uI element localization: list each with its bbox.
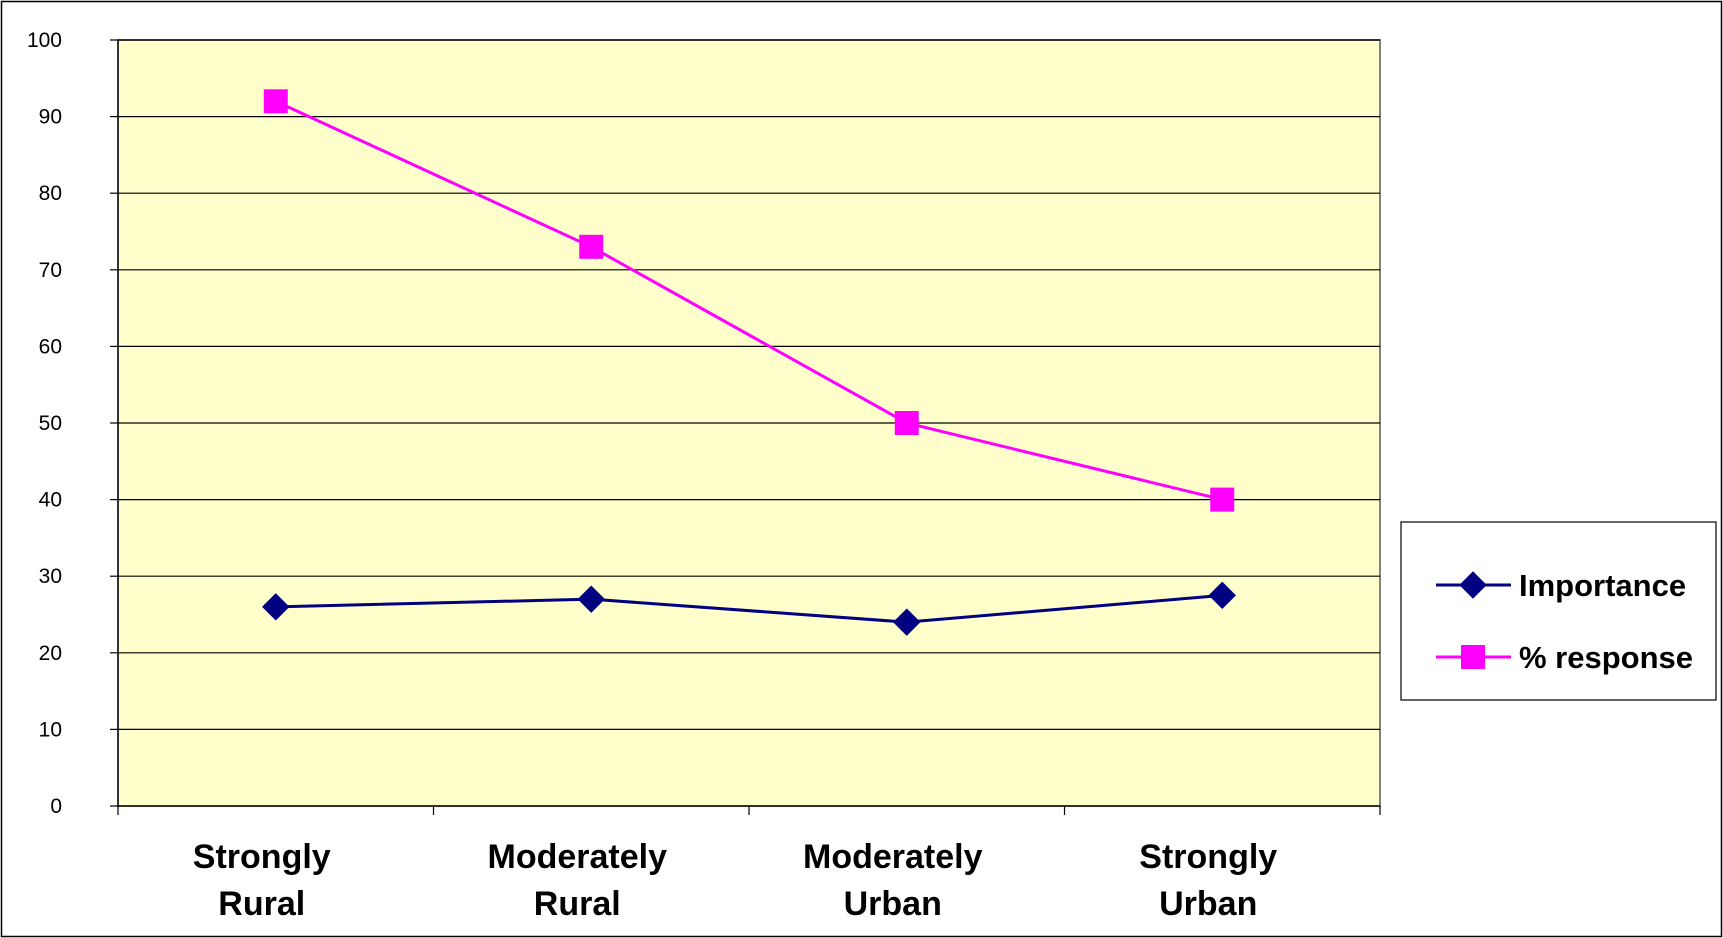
x-category-label-line: Rural [534, 885, 621, 923]
series-1 [263, 89, 1235, 512]
y-tick-label: 50 [39, 412, 62, 435]
x-category-label: Moderately Urban [803, 838, 983, 923]
x-category-label-line: Strongly [1139, 838, 1277, 876]
x-category-label: Strongly Urban [1139, 838, 1277, 923]
data-point [577, 585, 605, 613]
y-tick-label: 20 [39, 642, 62, 665]
y-tick-label: 0 [50, 795, 62, 818]
y-tick-label: 70 [39, 259, 62, 282]
x-category-label-line: Strongly [193, 838, 331, 876]
x-axis: Strongly Rural Moderately Rural Moderately Ur… [117, 805, 1381, 923]
legend: Importance % response [1400, 521, 1717, 701]
data-point [893, 608, 921, 636]
gridlines [118, 39, 1380, 731]
y-tick-label: 60 [39, 335, 62, 358]
series-line [275, 99, 1223, 502]
x-category-label-line: Urban [1159, 885, 1257, 923]
legend-label: % response [1519, 640, 1693, 675]
x-category-label-line: Moderately [488, 838, 668, 876]
legend-box [1400, 521, 1717, 701]
y-axis: 0 10 20 30 40 50 60 70 80 90 100 [27, 29, 119, 818]
x-category-label: Moderately Rural [488, 838, 668, 923]
series-line [275, 593, 1223, 624]
data-point [894, 411, 919, 435]
data-point [263, 89, 288, 114]
data-point [1208, 581, 1236, 610]
x-category-label-line: Moderately [803, 838, 983, 876]
legend-marker [1461, 645, 1485, 669]
legend-label: Importance [1519, 568, 1686, 603]
legend-entry: % response [1436, 640, 1693, 675]
y-tick-label: 90 [39, 106, 62, 129]
y-tick-label: 10 [39, 718, 62, 741]
y-tick-label: 100 [27, 29, 62, 52]
data-point [262, 593, 290, 621]
x-category-label: Strongly Rural [193, 838, 331, 923]
series-layer [262, 89, 1236, 636]
x-category-label-line: Rural [218, 885, 305, 923]
legend-entry: Importance [1436, 568, 1686, 603]
data-point [579, 234, 604, 259]
series-0 [262, 581, 1236, 636]
y-tick-label: 80 [39, 182, 62, 205]
y-tick-label: 30 [39, 565, 62, 588]
x-category-label-line: Urban [844, 885, 942, 923]
legend-marker [1459, 571, 1487, 599]
y-tick-label: 40 [39, 489, 62, 512]
data-point [1210, 487, 1235, 512]
